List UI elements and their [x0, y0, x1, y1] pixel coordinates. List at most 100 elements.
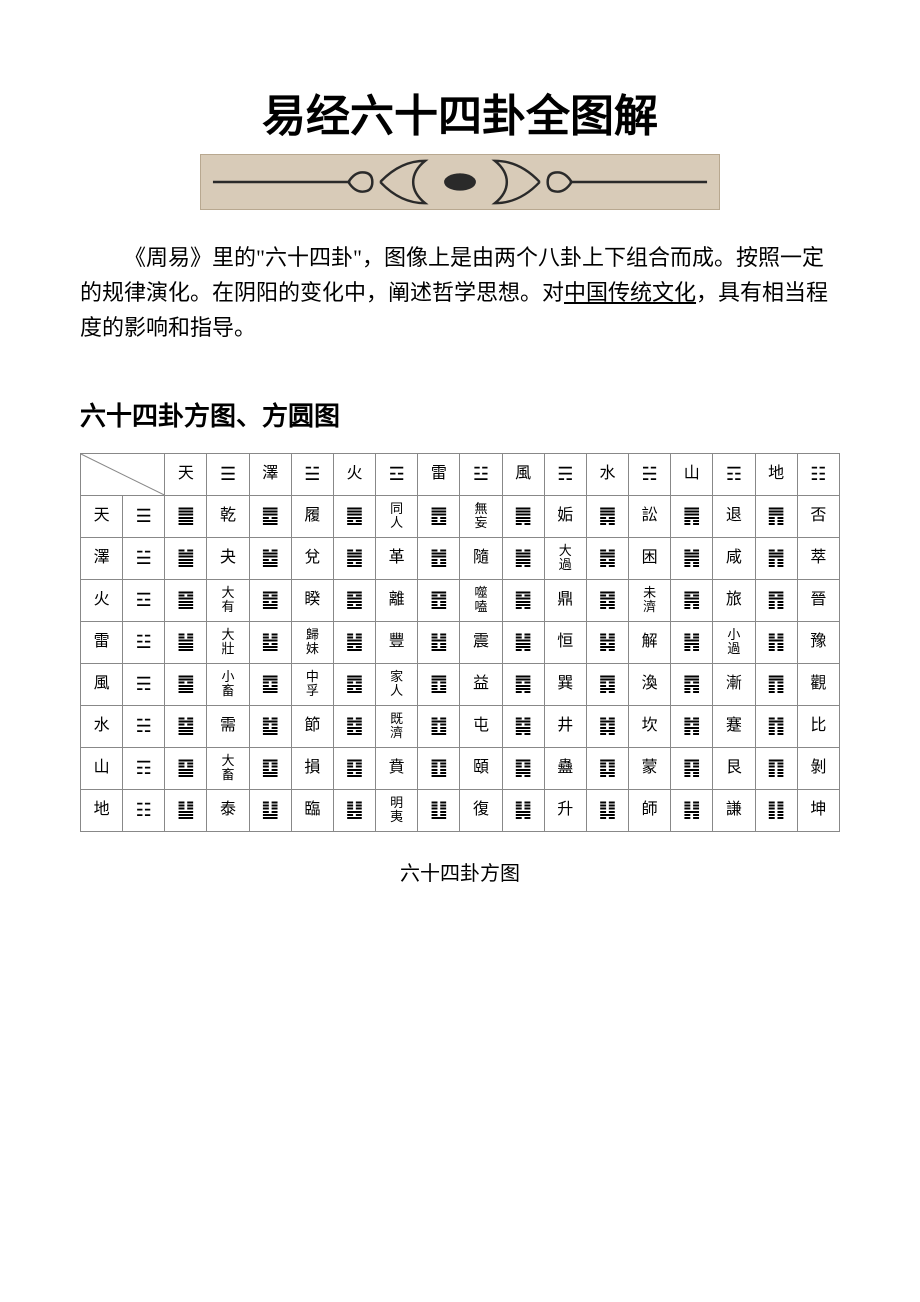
- intro-link[interactable]: 中国传统文化: [564, 280, 696, 305]
- row-header-trigram: ☳: [123, 621, 165, 663]
- hexagram-name: 隨: [460, 537, 502, 579]
- hexagram-name: 賁: [376, 747, 418, 789]
- hexagram-symbol: ䷱: [502, 579, 544, 621]
- hexagram-symbol: ䷽: [671, 621, 713, 663]
- hexagram-symbol: ䷧: [586, 621, 628, 663]
- hexagram-symbol: ䷻: [249, 705, 291, 747]
- hexagram-name: 萃: [797, 537, 839, 579]
- col-header-name: 天: [165, 453, 207, 495]
- hexagram-symbol: ䷔: [418, 579, 460, 621]
- hexagram-name: 晉: [797, 579, 839, 621]
- hexagram-symbol: ䷿: [586, 579, 628, 621]
- row-header-name: 雷: [81, 621, 123, 663]
- hexagram-symbol: ䷣: [333, 789, 375, 831]
- hexagram-name: 復: [460, 789, 502, 831]
- col-header-name: 山: [671, 453, 713, 495]
- hexagram-symbol: ䷞: [671, 537, 713, 579]
- hexagram-name: 中孚: [291, 663, 333, 705]
- hexagram-name: 噬嗑: [460, 579, 502, 621]
- hexagram-name: 謙: [713, 789, 755, 831]
- hexagram-name: 鼎: [544, 579, 586, 621]
- hexagram-symbol: ䷵: [249, 621, 291, 663]
- hexagram-symbol: ䷰: [333, 537, 375, 579]
- row-header-trigram: ☶: [123, 747, 165, 789]
- hexagram-name: 夬: [207, 537, 249, 579]
- hexagram-symbol: ䷊: [165, 789, 207, 831]
- hexagram-symbol: ䷐: [418, 537, 460, 579]
- row-header-name: 山: [81, 747, 123, 789]
- hexagram-symbol: ䷀: [165, 495, 207, 537]
- hexagram-name: 恒: [544, 621, 586, 663]
- hexagram-name: 大畜: [207, 747, 249, 789]
- col-header-trigram: ☱: [291, 453, 333, 495]
- hexagram-name: 革: [376, 537, 418, 579]
- col-header-trigram: ☷: [797, 453, 839, 495]
- hexagram-name: 益: [460, 663, 502, 705]
- hexagram-name: 升: [544, 789, 586, 831]
- hexagram-name: 大壯: [207, 621, 249, 663]
- hexagram-name: 明夷: [376, 789, 418, 831]
- hexagram-name: 臨: [291, 789, 333, 831]
- hexagram-symbol: ䷘: [418, 495, 460, 537]
- col-header-trigram: ☲: [376, 453, 418, 495]
- row-header-name: 天: [81, 495, 123, 537]
- hexagram-symbol: ䷚: [418, 747, 460, 789]
- row-header-trigram: ☷: [123, 789, 165, 831]
- hexagram-name: 豫: [797, 621, 839, 663]
- hexagram-symbol: ䷬: [755, 537, 797, 579]
- hexagram-symbol: ䷌: [333, 495, 375, 537]
- hexagram-name: 同人: [376, 495, 418, 537]
- hexagram-symbol: ䷛: [502, 537, 544, 579]
- hexagram-symbol: ䷾: [333, 705, 375, 747]
- hexagram-symbol: ䷈: [165, 663, 207, 705]
- row-header-name: 風: [81, 663, 123, 705]
- hexagram-symbol: ䷒: [249, 789, 291, 831]
- hexagram-name: 解: [629, 621, 671, 663]
- col-header-trigram: ☵: [629, 453, 671, 495]
- hexagram-symbol: ䷦: [671, 705, 713, 747]
- hexagram-symbol: ䷜: [586, 705, 628, 747]
- hexagram-name: 屯: [460, 705, 502, 747]
- hexagram-name: 震: [460, 621, 502, 663]
- hexagram-name: 困: [629, 537, 671, 579]
- hexagram-symbol: ䷗: [418, 789, 460, 831]
- hexagram-name: 蒙: [629, 747, 671, 789]
- table-caption: 六十四卦方图: [80, 857, 840, 886]
- hexagram-symbol: ䷤: [333, 663, 375, 705]
- hexagram-symbol: ䷪: [165, 537, 207, 579]
- hexagram-name: 井: [544, 705, 586, 747]
- hexagram-name: 履: [291, 495, 333, 537]
- hexagram-symbol: ䷏: [755, 621, 797, 663]
- row-header-trigram: ☰: [123, 495, 165, 537]
- hexagram-name: 大有: [207, 579, 249, 621]
- hexagram-table: 天☰澤☱火☲雷☳風☴水☵山☶地☷天☰䷀乾䷉履䷌同人䷘無妄䷫姤䷅訟䷠退䷋否澤☱䷪夬…: [80, 453, 840, 832]
- hexagram-symbol: ䷲: [418, 621, 460, 663]
- hexagram-name: 家人: [376, 663, 418, 705]
- hexagram-name: 節: [291, 705, 333, 747]
- hexagram-symbol: ䷠: [671, 495, 713, 537]
- hexagram-name: 觀: [797, 663, 839, 705]
- hexagram-name: 退: [713, 495, 755, 537]
- hexagram-name: 坎: [629, 705, 671, 747]
- hexagram-name: 既濟: [376, 705, 418, 747]
- hexagram-name: 歸妹: [291, 621, 333, 663]
- hexagram-name: 訟: [629, 495, 671, 537]
- hexagram-name: 小過: [713, 621, 755, 663]
- hexagram-symbol: ䷺: [586, 663, 628, 705]
- hexagram-symbol: ䷅: [586, 495, 628, 537]
- hexagram-name: 大過: [544, 537, 586, 579]
- section-title: 六十四卦方图、方圆图: [80, 396, 840, 433]
- hexagram-symbol: ䷨: [249, 747, 291, 789]
- hexagram-symbol: ䷳: [671, 747, 713, 789]
- hexagram-symbol: ䷝: [333, 579, 375, 621]
- hexagram-name: 否: [797, 495, 839, 537]
- hexagram-name: 損: [291, 747, 333, 789]
- hexagram-name: 渙: [629, 663, 671, 705]
- hexagram-symbol: ䷃: [586, 747, 628, 789]
- hexagram-symbol: ䷎: [671, 789, 713, 831]
- hexagram-name: 剝: [797, 747, 839, 789]
- row-header-name: 地: [81, 789, 123, 831]
- hexagram-symbol: ䷡: [165, 621, 207, 663]
- hexagram-name: 坤: [797, 789, 839, 831]
- hexagram-name: 無妄: [460, 495, 502, 537]
